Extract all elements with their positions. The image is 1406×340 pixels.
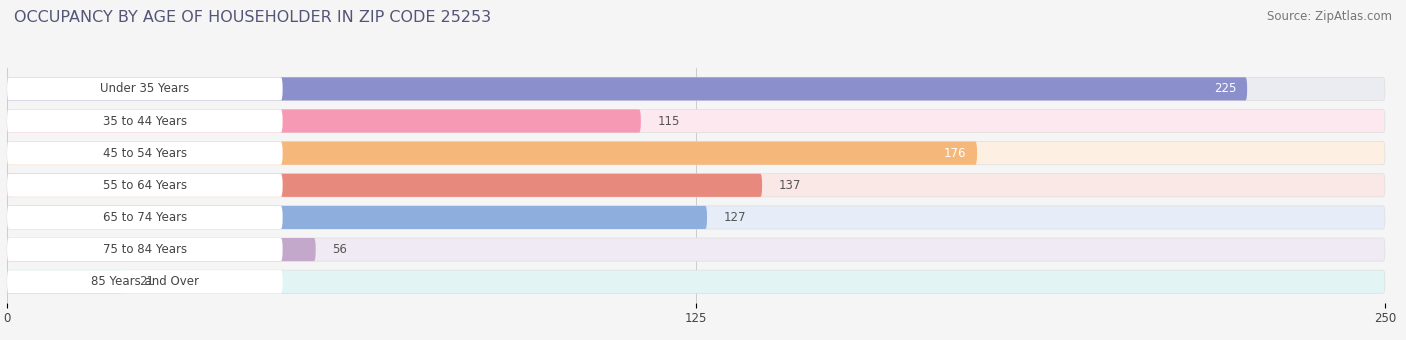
Text: 85 Years and Over: 85 Years and Over: [91, 275, 198, 288]
Text: 115: 115: [658, 115, 679, 128]
FancyBboxPatch shape: [7, 270, 122, 293]
Text: 56: 56: [332, 243, 347, 256]
Text: 45 to 54 Years: 45 to 54 Years: [103, 147, 187, 160]
Text: OCCUPANCY BY AGE OF HOUSEHOLDER IN ZIP CODE 25253: OCCUPANCY BY AGE OF HOUSEHOLDER IN ZIP C…: [14, 10, 491, 25]
FancyBboxPatch shape: [7, 238, 316, 261]
Text: 176: 176: [943, 147, 966, 160]
Text: Source: ZipAtlas.com: Source: ZipAtlas.com: [1267, 10, 1392, 23]
FancyBboxPatch shape: [7, 109, 283, 133]
FancyBboxPatch shape: [7, 174, 283, 197]
FancyBboxPatch shape: [7, 238, 283, 261]
Text: Under 35 Years: Under 35 Years: [100, 82, 190, 96]
FancyBboxPatch shape: [7, 174, 762, 197]
Text: 35 to 44 Years: 35 to 44 Years: [103, 115, 187, 128]
Text: 21: 21: [139, 275, 155, 288]
FancyBboxPatch shape: [7, 238, 1385, 261]
FancyBboxPatch shape: [7, 141, 977, 165]
FancyBboxPatch shape: [7, 141, 1385, 165]
FancyBboxPatch shape: [7, 206, 1385, 229]
FancyBboxPatch shape: [7, 206, 707, 229]
FancyBboxPatch shape: [7, 270, 1385, 293]
Text: 137: 137: [779, 179, 801, 192]
FancyBboxPatch shape: [7, 77, 1247, 100]
Text: 127: 127: [724, 211, 747, 224]
FancyBboxPatch shape: [7, 206, 283, 229]
Text: 65 to 74 Years: 65 to 74 Years: [103, 211, 187, 224]
FancyBboxPatch shape: [7, 77, 283, 100]
FancyBboxPatch shape: [7, 270, 283, 293]
Text: 55 to 64 Years: 55 to 64 Years: [103, 179, 187, 192]
FancyBboxPatch shape: [7, 141, 283, 165]
FancyBboxPatch shape: [7, 174, 1385, 197]
Text: 75 to 84 Years: 75 to 84 Years: [103, 243, 187, 256]
FancyBboxPatch shape: [7, 77, 1385, 100]
Text: 225: 225: [1213, 82, 1236, 96]
FancyBboxPatch shape: [7, 109, 1385, 133]
FancyBboxPatch shape: [7, 109, 641, 133]
